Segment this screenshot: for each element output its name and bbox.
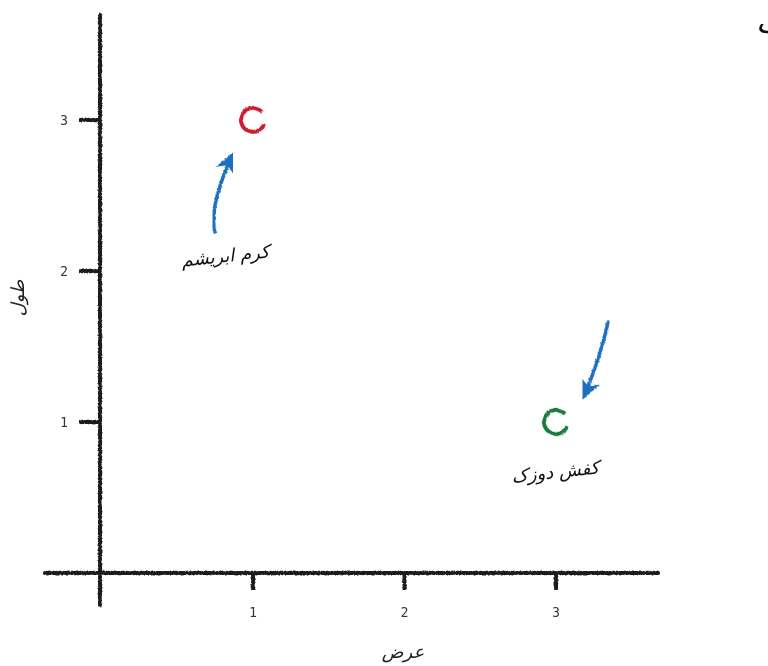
y-tick-label-1: 1 (60, 416, 68, 431)
x-tick-labels: 1 2 3 (249, 606, 560, 621)
chart-title: داده های آموزشی برای دسته بندی حشرات (756, 4, 768, 41)
x-tick-label-1: 1 (249, 606, 257, 621)
annotation-arrow-1 (211, 152, 235, 234)
annotation-label-1: کرم ابریشم (180, 241, 273, 271)
data-points (239, 106, 571, 436)
y-tick-label-2: 2 (60, 265, 68, 280)
x-tick-label-3: 3 (552, 606, 560, 621)
axes (43, 13, 660, 607)
x-tick-label-2: 2 (401, 606, 409, 621)
y-ticks (78, 118, 102, 424)
annotation-label-2: کفش دوزک (511, 457, 604, 487)
annotation-arrow-2 (580, 320, 610, 400)
y-tick-label-3: 3 (60, 114, 68, 129)
x-axis-label: عرض (382, 642, 425, 663)
y-axis-label: طول (8, 279, 29, 316)
data-point-1 (239, 106, 268, 134)
x-ticks (251, 571, 559, 591)
annotations: کرم ابریشم کفش دوزک (180, 152, 610, 488)
data-point-2 (542, 408, 571, 436)
annotation-1: کرم ابریشم (180, 152, 274, 272)
y-tick-labels: 1 2 3 (60, 114, 68, 431)
annotation-2: کفش دوزک (511, 320, 610, 488)
